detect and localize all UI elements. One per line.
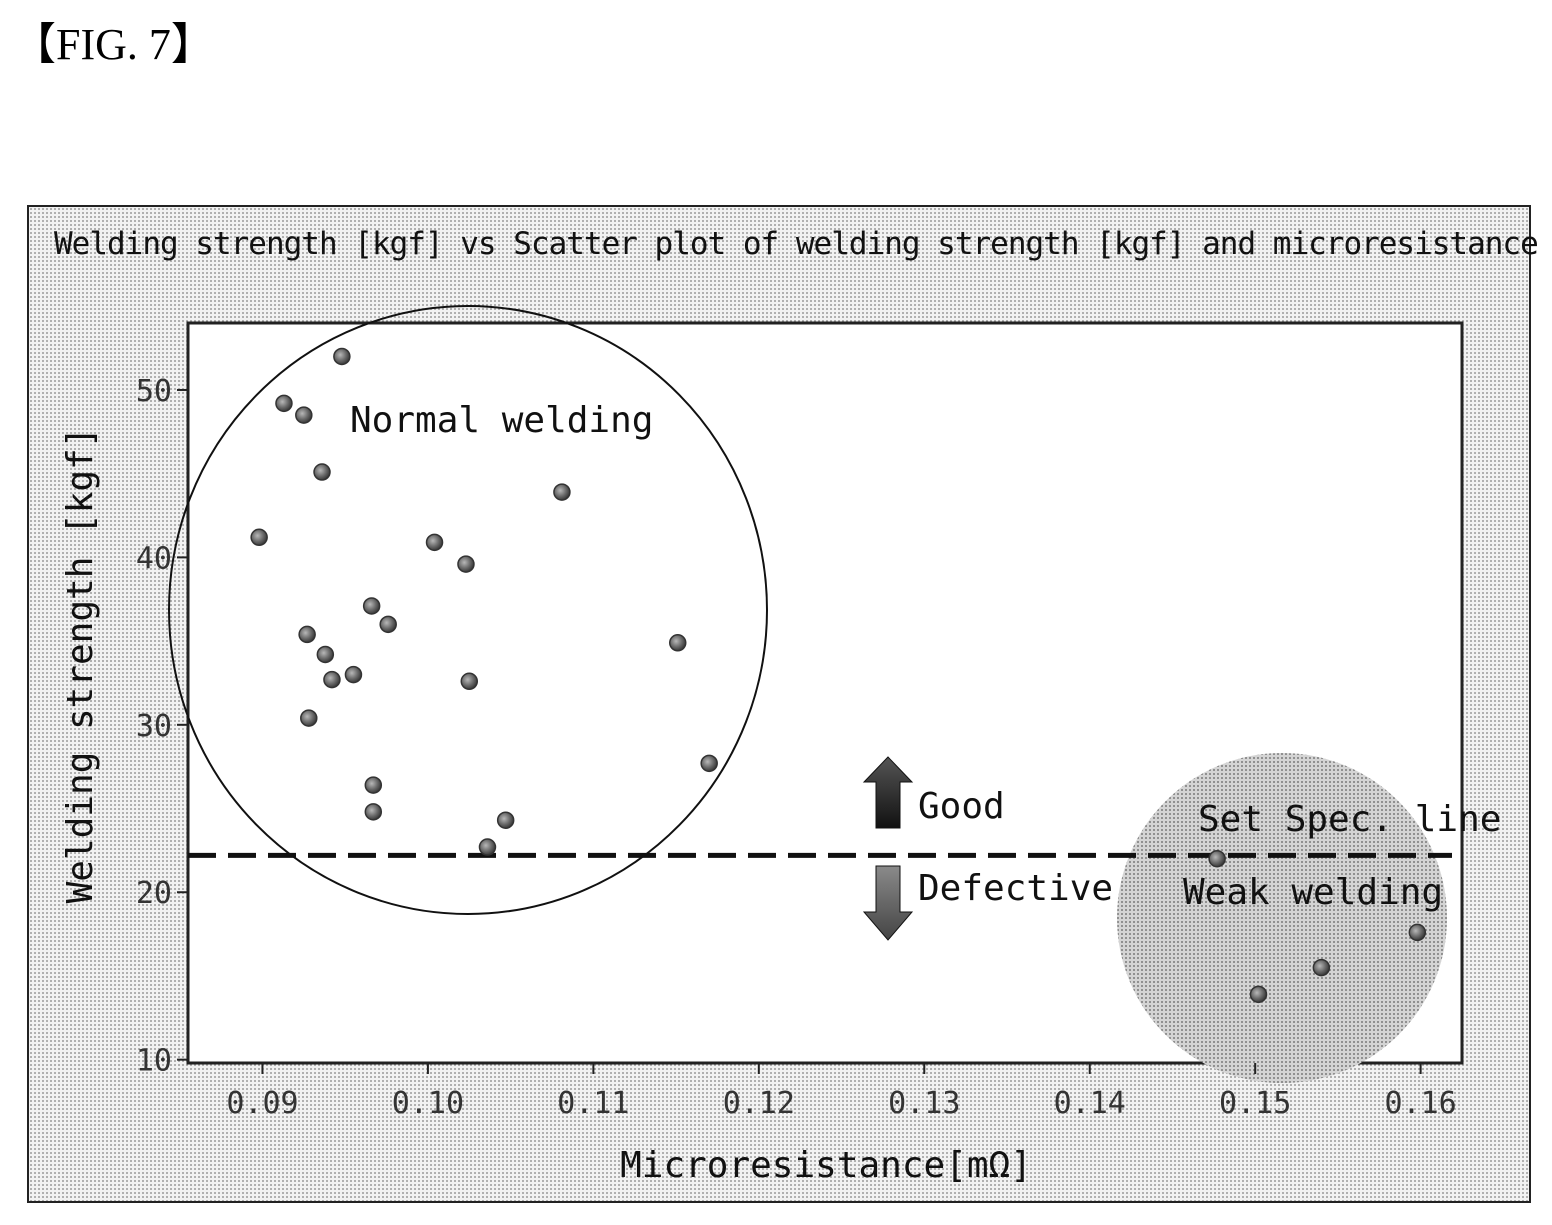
data-point [364, 776, 383, 794]
x-tick-label: 0.12 [723, 1086, 795, 1121]
data-point [496, 811, 515, 829]
y-axis-title: Welding strength [kgf] [60, 427, 101, 904]
data-point [344, 665, 363, 684]
data-point [425, 533, 444, 552]
weak-welding-label: Weak welding [1183, 872, 1443, 913]
data-point [313, 463, 331, 481]
data-point [362, 597, 381, 615]
data-point [553, 483, 571, 501]
data-point [333, 347, 351, 366]
x-tick-label: 0.15 [1219, 1086, 1291, 1121]
x-tick-label: 0.16 [1385, 1086, 1457, 1121]
data-point [460, 672, 479, 691]
x-tick-label: 0.11 [557, 1086, 629, 1121]
x-tick-label: 0.14 [1054, 1086, 1126, 1121]
y-tick-label: 50 [136, 374, 172, 409]
weak-welding-region [1117, 753, 1447, 1083]
normal-welding-region [168, 305, 768, 915]
data-point [295, 406, 313, 424]
x-axis-title: Microresistance[mΩ] [620, 1145, 1032, 1186]
data-point [323, 670, 341, 689]
data-point [457, 555, 475, 573]
good-up-arrow-icon [862, 756, 914, 829]
data-point [1312, 958, 1331, 977]
data-point [316, 645, 335, 664]
figure-label: 【FIG. 7】 [12, 20, 215, 69]
data-point [478, 838, 497, 856]
data-point [1208, 849, 1226, 868]
normal-welding-label: Normal welding [350, 400, 653, 441]
x-tick-label: 0.10 [392, 1086, 464, 1121]
data-point [300, 709, 318, 727]
defective-label: Defective [918, 868, 1113, 909]
y-tick-label: 20 [136, 876, 172, 911]
chart-title: Welding strength [kgf] vs Scatter plot o… [54, 226, 1552, 262]
spec-line-label: Set Spec. line [1198, 799, 1501, 840]
data-point [364, 803, 383, 821]
good-label: Good [918, 786, 1005, 827]
x-tick-label: 0.13 [888, 1086, 960, 1121]
data-point [668, 634, 687, 652]
x-tick-label: 0.09 [226, 1086, 298, 1121]
data-point [1408, 923, 1427, 942]
data-point [275, 394, 293, 413]
y-tick-label: 30 [136, 709, 172, 744]
y-tick-label: 40 [136, 541, 172, 576]
data-point [700, 754, 718, 773]
data-point [298, 625, 316, 644]
data-point [250, 528, 268, 547]
data-point [379, 615, 397, 634]
data-point [1249, 985, 1268, 1004]
y-tick-label: 10 [136, 1044, 172, 1079]
defective-down-arrow-icon [862, 865, 914, 941]
